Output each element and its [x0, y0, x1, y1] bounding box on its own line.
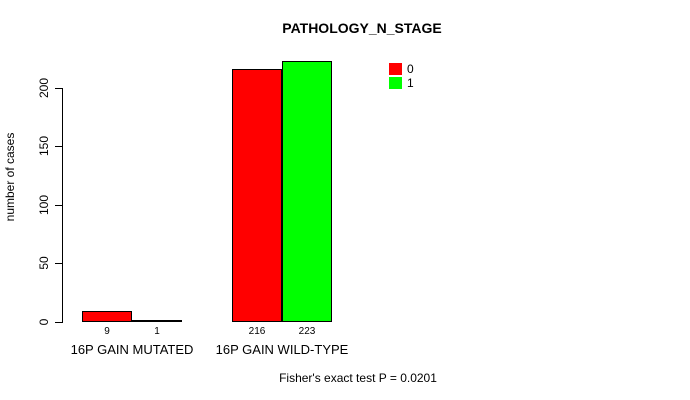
bar-value-label: 223: [298, 326, 316, 337]
bar-value-label: 9: [104, 326, 110, 337]
y-tick: [55, 205, 63, 206]
chart-title: PATHOLOGY_N_STAGE: [282, 20, 442, 36]
legend-swatch: [389, 77, 402, 89]
legend-label: 1: [407, 76, 414, 90]
legend-item: 1: [389, 76, 414, 90]
bar-series-0: [232, 69, 282, 322]
legend-swatch: [389, 63, 402, 75]
legend-label: 0: [407, 62, 414, 76]
y-tick: [55, 263, 63, 264]
category-label: 16P GAIN WILD-TYPE: [215, 342, 349, 357]
y-tick-label: 100: [37, 194, 51, 216]
bar-value-label: 1: [154, 326, 160, 337]
y-tick-label: 200: [37, 77, 51, 99]
stat-annotation: Fisher's exact test P = 0.0201: [279, 371, 437, 385]
category-label: 16P GAIN MUTATED: [70, 342, 194, 357]
legend-item: 0: [389, 62, 414, 76]
y-axis-title: number of cases: [3, 132, 17, 222]
bar-value-label: 216: [248, 326, 266, 337]
y-tick: [55, 146, 63, 147]
y-tick-label: 50: [37, 256, 51, 270]
bar-series-0: [82, 311, 132, 322]
y-tick-label: 150: [37, 135, 51, 157]
y-tick-label: 0: [37, 318, 51, 326]
bar-series-1: [282, 61, 332, 322]
bar-series-1: [132, 320, 182, 322]
y-tick: [55, 322, 63, 323]
y-tick: [55, 88, 63, 89]
